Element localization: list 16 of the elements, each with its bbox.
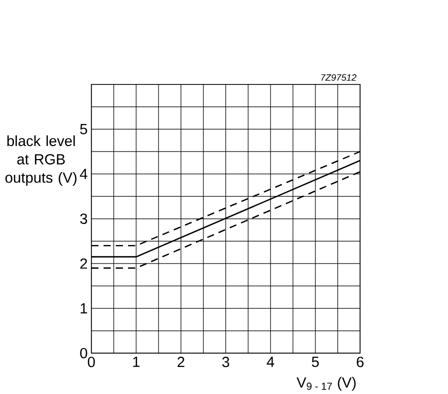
y-tick-label: 0: [80, 348, 88, 358]
x-tick-label: 2: [178, 356, 184, 368]
y-tick-label: 1: [80, 303, 88, 314]
y-tick-label: 3: [80, 214, 88, 224]
x-tick-label: 3: [222, 356, 230, 368]
text: 7Z97512: [321, 74, 356, 81]
y-tick-label: 5: [80, 124, 88, 134]
y-tick-label: 2: [80, 258, 88, 269]
x-tick-label: 6: [356, 356, 364, 368]
x-tick-label: 1: [133, 356, 140, 367]
y-axis-title: black level at RGB outputs (V): [5, 135, 76, 186]
x-tick-label: 0: [88, 356, 95, 368]
x-axis-title: V$_{9 - 17}$ (V): [296, 376, 356, 391]
x-tick-label: 5: [312, 356, 319, 367]
y-tick-label: 4: [80, 168, 88, 180]
x-tick-label: 4: [266, 356, 274, 367]
